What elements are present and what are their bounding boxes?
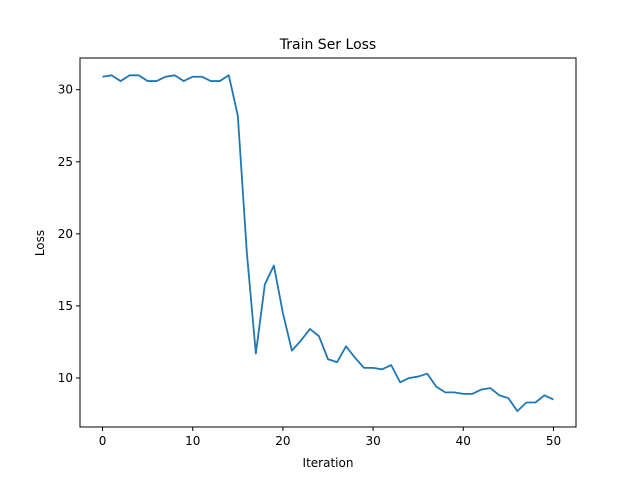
y-axis: 10 15 20 25 30 [58, 83, 80, 385]
x-tick-label: 50 [546, 434, 561, 448]
plot-area [102, 74, 554, 413]
x-tick-label: 20 [275, 434, 290, 448]
x-tick-label: 30 [365, 434, 380, 448]
y-tick-label: 10 [58, 371, 73, 385]
y-tick-label: 25 [58, 155, 73, 169]
x-axis: 0 10 20 30 40 50 [99, 427, 561, 448]
y-tick-label: 15 [58, 299, 73, 313]
x-tick-label: 40 [456, 434, 471, 448]
x-tick-label: 0 [99, 434, 107, 448]
x-tick-label: 10 [185, 434, 200, 448]
series-line [102, 74, 554, 413]
y-tick-label: 30 [58, 83, 73, 97]
axes-frame [79, 57, 577, 428]
chart-title: Train Ser Loss [279, 37, 376, 53]
x-axis-label: Iteration [303, 456, 354, 470]
y-tick-label: 20 [58, 227, 73, 241]
y-axis-label: Loss [33, 230, 47, 256]
